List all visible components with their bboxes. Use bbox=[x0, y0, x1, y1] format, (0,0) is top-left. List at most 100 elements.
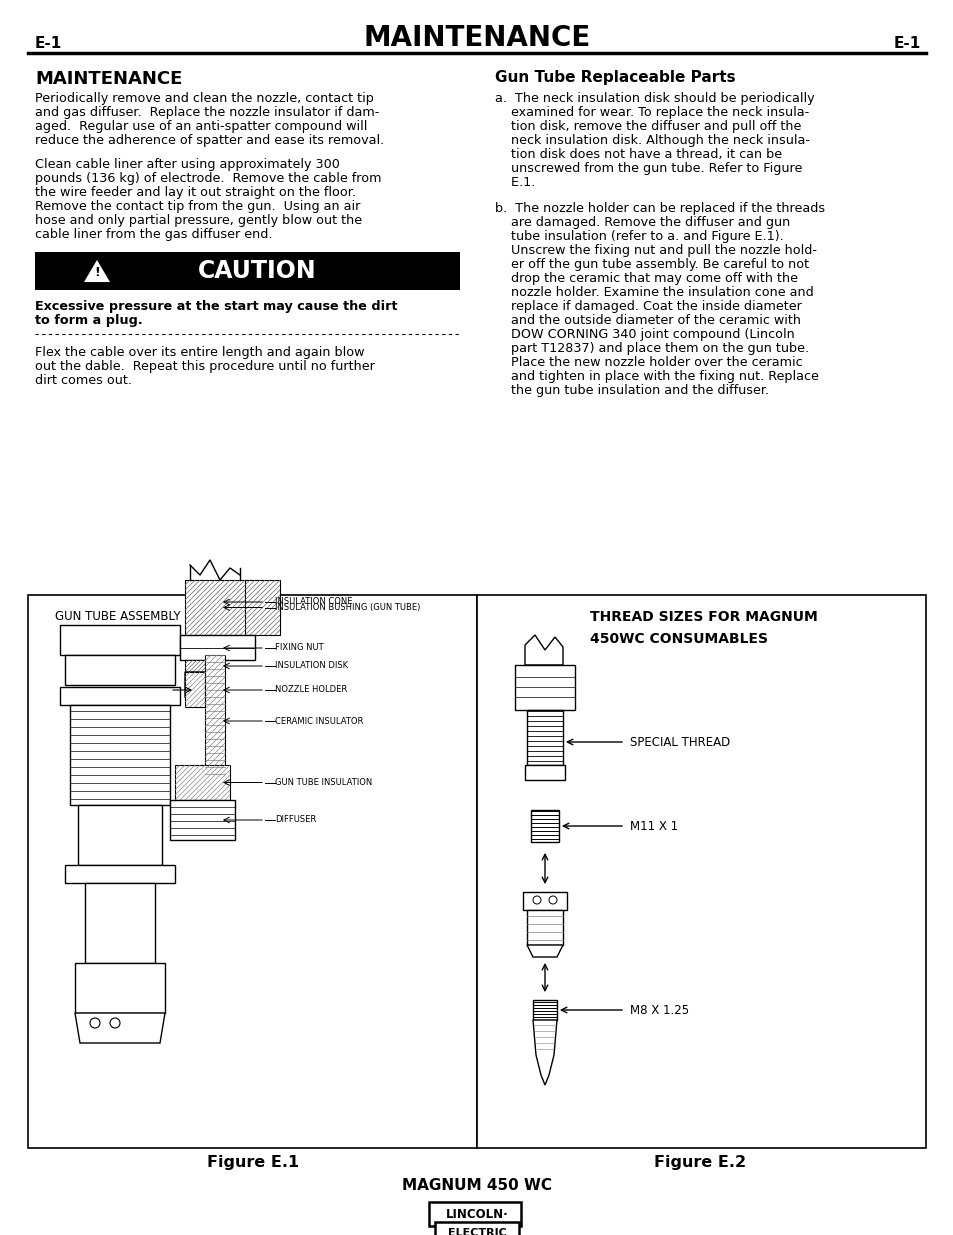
Polygon shape bbox=[84, 259, 110, 282]
Text: MAINTENANCE: MAINTENANCE bbox=[363, 23, 590, 52]
Text: NOZZLE HOLDER: NOZZLE HOLDER bbox=[274, 685, 347, 694]
Bar bbox=[531, 810, 558, 842]
Bar bbox=[170, 800, 234, 840]
Text: drop the ceramic that may come off with the: drop the ceramic that may come off with … bbox=[495, 272, 797, 285]
Text: er off the gun tube assembly. Be careful to not: er off the gun tube assembly. Be careful… bbox=[495, 258, 808, 270]
Text: Periodically remove and clean the nozzle, contact tip: Periodically remove and clean the nozzle… bbox=[35, 91, 374, 105]
Text: cable liner from the gas diffuser end.: cable liner from the gas diffuser end. bbox=[35, 228, 273, 241]
Text: SPECIAL THREAD: SPECIAL THREAD bbox=[629, 736, 729, 748]
Text: MAINTENANCE: MAINTENANCE bbox=[35, 70, 182, 88]
Text: DIFFUSER: DIFFUSER bbox=[274, 815, 315, 825]
Bar bbox=[65, 655, 174, 685]
Text: tion disk does not have a thread, it can be: tion disk does not have a thread, it can… bbox=[495, 148, 781, 161]
Text: b.  The nozzle holder can be replaced if the threads: b. The nozzle holder can be replaced if … bbox=[495, 203, 824, 215]
Text: and the outside diameter of the ceramic with: and the outside diameter of the ceramic … bbox=[495, 314, 801, 327]
Bar bbox=[526, 910, 562, 945]
Text: replace if damaged. Coat the inside diameter: replace if damaged. Coat the inside diam… bbox=[495, 300, 801, 312]
Text: and tighten in place with the fixing nut. Replace: and tighten in place with the fixing nut… bbox=[495, 370, 818, 383]
Polygon shape bbox=[75, 1013, 165, 1044]
Text: Gun Tube Replaceable Parts: Gun Tube Replaceable Parts bbox=[495, 70, 735, 85]
Bar bbox=[35, 252, 459, 290]
Text: ELECTRIC: ELECTRIC bbox=[447, 1228, 506, 1235]
Text: FIXING NUT: FIXING NUT bbox=[274, 643, 323, 652]
Text: part T12837) and place them on the gun tube.: part T12837) and place them on the gun t… bbox=[495, 342, 808, 354]
Text: CERAMIC INSULATOR: CERAMIC INSULATOR bbox=[274, 716, 363, 725]
Circle shape bbox=[533, 897, 540, 904]
Text: to form a plug.: to form a plug. bbox=[35, 314, 143, 327]
Text: CAUTION: CAUTION bbox=[198, 259, 316, 283]
Bar bbox=[522, 892, 566, 910]
Text: LINCOLN·: LINCOLN· bbox=[445, 1208, 508, 1220]
Text: Place the new nozzle holder over the ceramic: Place the new nozzle holder over the cer… bbox=[495, 356, 801, 369]
Polygon shape bbox=[526, 945, 562, 957]
Text: E-1: E-1 bbox=[35, 36, 62, 51]
Text: Unscrew the fixing nut and pull the nozzle hold-: Unscrew the fixing nut and pull the nozz… bbox=[495, 245, 816, 257]
Text: Flex the cable over its entire length and again blow: Flex the cable over its entire length an… bbox=[35, 346, 364, 359]
Bar bbox=[28, 595, 476, 1149]
Text: M11 X 1: M11 X 1 bbox=[629, 820, 678, 832]
Text: !: ! bbox=[94, 266, 100, 279]
Bar bbox=[185, 580, 250, 635]
Circle shape bbox=[90, 1018, 100, 1028]
Bar bbox=[435, 1221, 518, 1235]
Bar bbox=[174, 764, 230, 800]
Text: pounds (136 kg) of electrode.  Remove the cable from: pounds (136 kg) of electrode. Remove the… bbox=[35, 172, 381, 185]
Text: unscrewed from the gun tube. Refer to Figure: unscrewed from the gun tube. Refer to Fi… bbox=[495, 162, 801, 175]
Bar bbox=[515, 664, 575, 710]
Bar bbox=[533, 1000, 557, 1020]
Text: hose and only partial pressure, gently blow out the: hose and only partial pressure, gently b… bbox=[35, 214, 362, 227]
Text: GUN TUBE INSULATION: GUN TUBE INSULATION bbox=[274, 778, 372, 787]
Bar bbox=[429, 1202, 520, 1226]
Text: reduce the adherence of spatter and ease its removal.: reduce the adherence of spatter and ease… bbox=[35, 135, 384, 147]
Text: M8 X 1.25: M8 X 1.25 bbox=[629, 1004, 688, 1016]
Text: Excessive pressure at the start may cause the dirt: Excessive pressure at the start may caus… bbox=[35, 300, 397, 312]
Text: Clean cable liner after using approximately 300: Clean cable liner after using approximat… bbox=[35, 158, 339, 170]
Text: tube insulation (refer to a. and Figure E.1).: tube insulation (refer to a. and Figure … bbox=[495, 230, 783, 243]
Text: tion disk, remove the diffuser and pull off the: tion disk, remove the diffuser and pull … bbox=[495, 120, 801, 133]
Text: INSULATION CONE: INSULATION CONE bbox=[274, 598, 352, 606]
Text: Remove the contact tip from the gun.  Using an air: Remove the contact tip from the gun. Usi… bbox=[35, 200, 360, 212]
Text: GUN TUBE ASSEMBLY: GUN TUBE ASSEMBLY bbox=[55, 610, 180, 622]
Text: E-1: E-1 bbox=[893, 36, 920, 51]
Circle shape bbox=[110, 1018, 120, 1028]
Bar bbox=[180, 635, 254, 659]
Text: MAGNUM 450 WC: MAGNUM 450 WC bbox=[401, 1178, 552, 1193]
Bar bbox=[70, 705, 170, 805]
Bar bbox=[526, 710, 562, 764]
Bar bbox=[524, 764, 564, 781]
Bar bbox=[185, 659, 205, 672]
Bar bbox=[75, 963, 165, 1013]
Text: Figure E.2: Figure E.2 bbox=[653, 1155, 745, 1170]
Text: INSULATION DISK: INSULATION DISK bbox=[274, 662, 348, 671]
Text: E.1.: E.1. bbox=[495, 177, 535, 189]
Text: nozzle holder. Examine the insulation cone and: nozzle holder. Examine the insulation co… bbox=[495, 287, 813, 299]
Text: dirt comes out.: dirt comes out. bbox=[35, 374, 132, 387]
Bar bbox=[205, 655, 225, 776]
Text: the wire feeder and lay it out straight on the floor.: the wire feeder and lay it out straight … bbox=[35, 186, 355, 199]
Text: THREAD SIZES FOR MAGNUM: THREAD SIZES FOR MAGNUM bbox=[589, 610, 817, 624]
Text: out the dable.  Repeat this procedure until no further: out the dable. Repeat this procedure unt… bbox=[35, 359, 375, 373]
Polygon shape bbox=[185, 672, 205, 706]
Text: the gun tube insulation and the diffuser.: the gun tube insulation and the diffuser… bbox=[495, 384, 768, 396]
Text: and gas diffuser.  Replace the nozzle insulator if dam-: and gas diffuser. Replace the nozzle ins… bbox=[35, 106, 379, 119]
Text: neck insulation disk. Although the neck insula-: neck insulation disk. Although the neck … bbox=[495, 135, 809, 147]
Bar bbox=[476, 595, 925, 1149]
Polygon shape bbox=[533, 1020, 557, 1086]
Text: a.  The neck insulation disk should be periodically: a. The neck insulation disk should be pe… bbox=[495, 91, 814, 105]
Circle shape bbox=[548, 897, 557, 904]
Bar bbox=[78, 805, 162, 864]
Bar bbox=[85, 883, 154, 963]
Polygon shape bbox=[524, 635, 562, 664]
Text: INSULATION BUSHING (GUN TUBE): INSULATION BUSHING (GUN TUBE) bbox=[274, 603, 420, 613]
Text: 450WC CONSUMABLES: 450WC CONSUMABLES bbox=[589, 632, 767, 646]
Bar bbox=[60, 625, 180, 655]
Bar bbox=[185, 672, 205, 706]
Text: examined for wear. To replace the neck insula-: examined for wear. To replace the neck i… bbox=[495, 106, 808, 119]
Bar bbox=[60, 687, 180, 705]
Bar bbox=[245, 580, 280, 635]
Bar bbox=[65, 864, 174, 883]
Text: Figure E.1: Figure E.1 bbox=[207, 1155, 298, 1170]
Text: aged.  Regular use of an anti-spatter compound will: aged. Regular use of an anti-spatter com… bbox=[35, 120, 367, 133]
Text: DOW CORNING 340 joint compound (Lincoln: DOW CORNING 340 joint compound (Lincoln bbox=[495, 329, 794, 341]
Text: are damaged. Remove the diffuser and gun: are damaged. Remove the diffuser and gun bbox=[495, 216, 789, 228]
